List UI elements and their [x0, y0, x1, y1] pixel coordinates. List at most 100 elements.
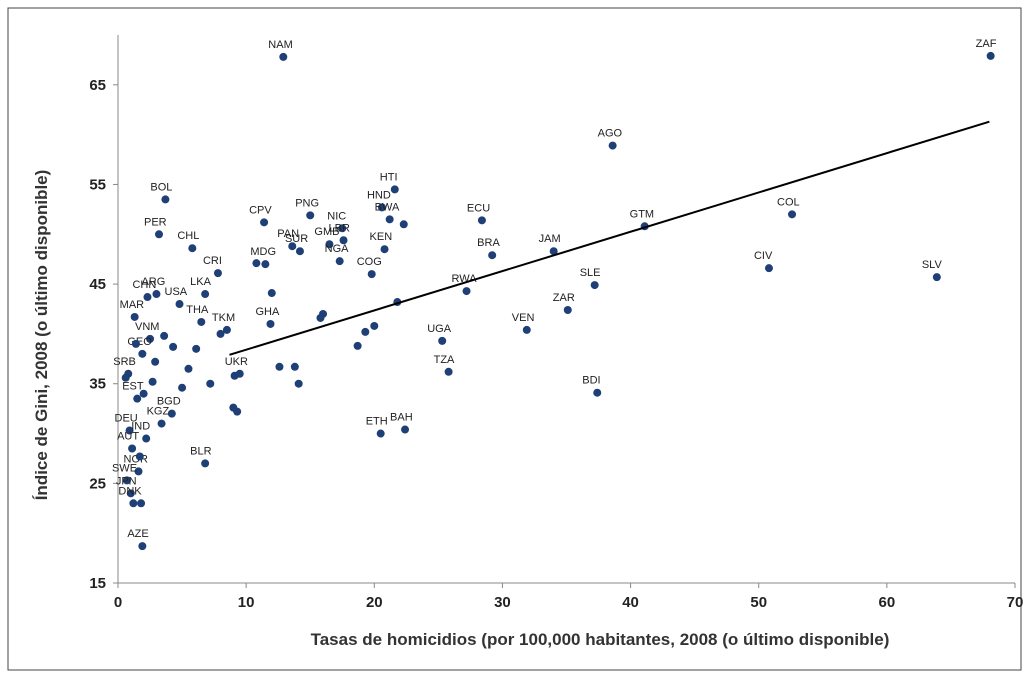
point-label: SUR [285, 233, 308, 245]
point [197, 317, 206, 326]
point [188, 244, 197, 253]
point [260, 218, 269, 227]
point [488, 251, 497, 260]
point [206, 379, 215, 388]
point [380, 245, 389, 254]
point-label: KEN [370, 231, 393, 243]
y-tick-label: 45 [89, 276, 106, 293]
point [192, 344, 201, 353]
point-label: NIC [327, 210, 346, 222]
point-label: ARG [141, 276, 165, 288]
point-label: CRI [203, 255, 222, 267]
point [438, 336, 447, 345]
point-label: PNG [295, 197, 319, 209]
point [377, 203, 386, 212]
point [128, 444, 137, 453]
chart-frame [7, 7, 1022, 671]
point [593, 388, 602, 397]
point [175, 300, 184, 309]
point-label: DNK [118, 485, 142, 497]
point [126, 489, 135, 498]
point-label: AUT [117, 430, 139, 442]
point-label: AZE [127, 528, 148, 540]
point [201, 290, 210, 299]
point [267, 289, 276, 298]
x-tick-label: 10 [238, 594, 255, 611]
point [325, 240, 334, 249]
point-label: CPV [249, 204, 272, 216]
y-tick-label: 25 [89, 475, 106, 492]
point [376, 429, 385, 438]
point-label: SLE [580, 267, 601, 279]
point [353, 341, 362, 350]
y-tick-label: 55 [89, 176, 106, 193]
point [788, 210, 797, 219]
point [367, 270, 376, 279]
point [157, 419, 166, 428]
point-label: BWA [375, 201, 400, 213]
point [252, 259, 261, 268]
point-label: MDG [250, 246, 276, 258]
point-label: GMB [314, 226, 339, 238]
point-label: AGO [598, 128, 623, 140]
point [275, 362, 284, 371]
point [138, 349, 147, 358]
point [563, 305, 572, 314]
point [764, 264, 773, 273]
point [261, 260, 270, 269]
point [169, 342, 178, 351]
point [549, 247, 558, 256]
point-label: KGZ [147, 406, 170, 418]
x-tick-label: 60 [879, 594, 896, 611]
point [338, 224, 347, 233]
point [138, 542, 147, 551]
point-label: CIV [754, 250, 773, 262]
point [133, 394, 142, 403]
point [130, 312, 139, 321]
point-label: COG [357, 256, 382, 268]
point-label: TKM [212, 312, 235, 324]
point-label: TZA [434, 354, 455, 366]
x-tick-label: 40 [622, 594, 639, 611]
point [148, 377, 157, 386]
point-label: NGA [325, 243, 350, 255]
point-label: EST [122, 381, 144, 393]
point-label: MAR [120, 299, 145, 311]
point [370, 321, 379, 330]
point-label: ECU [467, 202, 490, 214]
point [306, 211, 315, 220]
point-label: UGA [427, 323, 452, 335]
point [142, 434, 151, 443]
y-tick-label: 65 [89, 77, 106, 94]
point-label: SWE [112, 462, 137, 474]
point [152, 290, 161, 299]
point [131, 339, 140, 348]
point [146, 334, 155, 343]
point [290, 362, 299, 371]
point-label: BGD [157, 396, 181, 408]
point [178, 383, 187, 392]
point-label: PER [144, 216, 167, 228]
point [161, 195, 170, 204]
point [295, 247, 304, 256]
point [399, 220, 408, 229]
point-label: USA [165, 286, 188, 298]
point [335, 257, 344, 266]
point-label: LBR [329, 222, 350, 234]
point [139, 389, 148, 398]
x-tick-label: 30 [494, 594, 511, 611]
point-label: VNM [135, 321, 159, 333]
point-label: COL [777, 196, 800, 208]
point [590, 281, 599, 290]
point-label: CHN [132, 279, 156, 291]
point-label: DEU [115, 413, 138, 425]
point-label: BDI [582, 375, 600, 387]
point [134, 467, 143, 476]
point [222, 325, 231, 334]
point [316, 313, 325, 322]
point-label: ZAR [553, 292, 575, 304]
point-label: THA [186, 304, 209, 316]
point [216, 329, 225, 338]
x-tick-label: 0 [114, 594, 122, 611]
